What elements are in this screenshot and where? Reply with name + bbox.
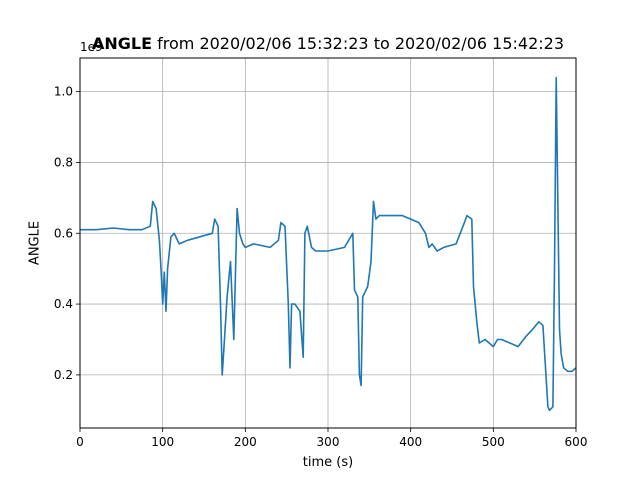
x-axis-label: time (s) — [302, 455, 354, 470]
y-tick-label: 0.6 — [54, 226, 73, 240]
axis-ticks: 0 100 200 300 400 500 600 0.2 0.4 0.6 0.8 1.0 — [54, 85, 588, 449]
y-axis-offset-label: 1e9 — [80, 40, 103, 54]
x-tick-label: 0 — [76, 435, 84, 449]
y-tick-label: 0.8 — [54, 155, 73, 169]
x-tick-label: 200 — [234, 435, 257, 449]
x-tick-label: 400 — [399, 435, 422, 449]
chart-title-variable: ANGLE — [92, 34, 153, 53]
chart-title-range: from 2020/02/06 15:32:23 to 2020/02/06 1… — [152, 34, 564, 53]
y-tick-label: 1.0 — [54, 85, 73, 99]
x-tick-label: 500 — [482, 435, 505, 449]
x-tick-label: 600 — [565, 435, 588, 449]
y-tick-label: 0.2 — [54, 368, 73, 382]
y-tick-label: 0.4 — [54, 297, 73, 311]
angle-series-line — [80, 76, 577, 412]
x-tick-label: 300 — [317, 435, 340, 449]
chart-title: ANGLE from 2020/02/06 15:32:23 to 2020/0… — [80, 34, 576, 53]
y-axis-label: ANGLE — [27, 220, 43, 266]
x-tick-label: 100 — [151, 435, 174, 449]
grid-lines — [79, 58, 577, 428]
